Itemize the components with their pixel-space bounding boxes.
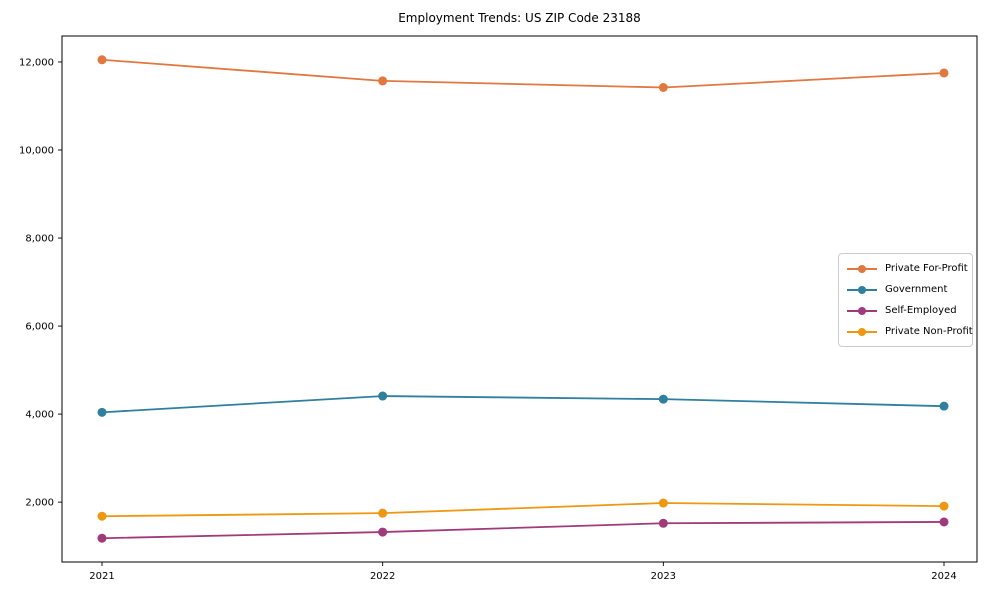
legend-label: Private For-Profit xyxy=(885,263,968,274)
legend-marker-icon xyxy=(847,327,877,337)
data-point-marker xyxy=(658,394,668,404)
data-point-marker xyxy=(97,511,107,521)
legend-label: Private Non-Profit xyxy=(885,326,973,337)
y-tick-label: 8,000 xyxy=(25,234,54,245)
y-tick-label: 2,000 xyxy=(25,498,54,509)
y-tick-label: 12,000 xyxy=(19,57,54,68)
data-point-marker xyxy=(939,501,949,511)
data-point-marker xyxy=(658,498,668,508)
legend: Private For-Profit Government Self-Employe… xyxy=(838,253,973,347)
series-line-government xyxy=(101,395,945,414)
y-tick-label: 6,000 xyxy=(25,322,54,333)
legend-marker-icon xyxy=(847,285,877,295)
legend-label: Government xyxy=(885,284,948,295)
x-tick-label: 2021 xyxy=(89,571,114,582)
data-point-marker xyxy=(658,518,668,528)
legend-item-private-for-profit: Private For-Profit xyxy=(847,258,968,279)
legend-item-government: Government xyxy=(847,279,966,300)
data-point-marker xyxy=(97,533,107,543)
data-point-marker xyxy=(378,391,388,401)
data-point-marker xyxy=(939,68,949,78)
data-point-marker xyxy=(658,82,668,92)
data-point-marker xyxy=(378,508,388,518)
y-tick-label: 10,000 xyxy=(19,146,54,157)
plot-border xyxy=(61,35,978,563)
chart-title: Employment Trends: US ZIP Code 23188 xyxy=(398,11,641,25)
series-line-private-non-profit xyxy=(101,502,945,518)
legend-marker-icon xyxy=(847,306,877,316)
data-point-marker xyxy=(378,76,388,86)
data-point-marker xyxy=(939,517,949,527)
data-point-marker xyxy=(378,527,388,537)
data-point-marker xyxy=(97,407,107,417)
data-point-marker xyxy=(939,401,949,411)
legend-item-self-employed: Self-Employed xyxy=(847,300,966,321)
series-line-self-employed xyxy=(101,521,945,540)
legend-item-private-non-profit: Private Non-Profit xyxy=(847,321,973,342)
series-line-private-for-profit xyxy=(101,58,945,89)
x-tick-label: 2023 xyxy=(651,571,676,582)
legend-marker-icon xyxy=(847,264,877,274)
legend-label: Self-Employed xyxy=(885,305,957,316)
y-tick-label: 4,000 xyxy=(25,410,54,421)
x-tick-label: 2024 xyxy=(931,571,956,582)
x-tick-label: 2022 xyxy=(370,571,395,582)
data-point-marker xyxy=(97,55,107,65)
